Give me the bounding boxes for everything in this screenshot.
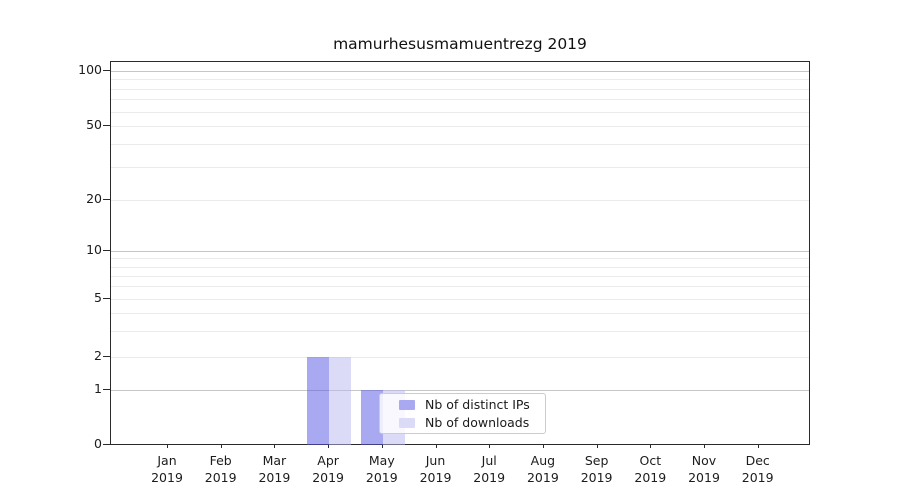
xtick-mark-jan — [167, 444, 168, 448]
legend-item-downloads: Nb of downloads — [399, 415, 545, 430]
xtick-label-jul: Jul 2019 — [457, 453, 521, 486]
xtick-label-jun: Jun 2019 — [404, 453, 468, 486]
xtick-month-aug: Aug — [530, 453, 556, 468]
ytick-label-0: 0 — [94, 436, 102, 451]
ytick-label-1: 1 — [94, 381, 102, 396]
xtick-label-oct: Oct 2019 — [618, 453, 682, 486]
xtick-month-mar: Mar — [262, 453, 287, 468]
gridline-y-50 — [111, 126, 809, 127]
xtick-month-feb: Feb — [209, 453, 232, 468]
gridline-y-3 — [111, 331, 809, 333]
xtick-year-feb: 2019 — [204, 469, 237, 485]
ytick-mark-0 — [103, 444, 110, 445]
ytick-mark-10 — [103, 250, 110, 251]
xtick-year-oct: 2019 — [634, 469, 667, 485]
ytick-label-2: 2 — [94, 348, 102, 363]
xtick-month-nov: Nov — [691, 453, 717, 468]
xtick-month-jan: Jan — [157, 453, 177, 468]
ytick-label-100: 100 — [78, 62, 102, 77]
xtick-mark-dec — [757, 444, 759, 448]
gridline-y-8 — [111, 266, 809, 268]
gridline-y-7 — [111, 275, 809, 277]
ytick-mark-100 — [103, 70, 110, 71]
xtick-month-jun: Jun — [425, 453, 446, 468]
ytick-label-50: 50 — [86, 117, 102, 132]
xtick-year-jun: 2019 — [419, 469, 452, 485]
xtick-mark-may — [381, 444, 383, 448]
xtick-label-aug: Aug 2019 — [511, 453, 575, 486]
xtick-label-may: May 2019 — [350, 453, 414, 486]
bar-distinct-ips-apr — [307, 357, 330, 445]
gridline-y-80 — [111, 88, 809, 90]
gridline-y-5 — [111, 299, 809, 300]
legend-label-distinct-ips: Nb of distinct IPs — [425, 397, 530, 412]
xtick-mark-feb — [220, 444, 222, 448]
xtick-mark-jul — [489, 444, 491, 448]
bar-downloads-apr — [329, 357, 351, 445]
xtick-label-dec: Dec 2019 — [726, 453, 790, 486]
xtick-year-apr: 2019 — [312, 469, 344, 485]
xtick-month-sep: Sep — [584, 453, 609, 468]
xtick-year-jan: 2019 — [151, 469, 183, 485]
gridline-y-40 — [111, 144, 809, 145]
bar-distinct-ips-may — [361, 390, 383, 445]
xtick-month-oct: Oct — [639, 453, 662, 468]
xtick-year-jul: 2019 — [473, 469, 506, 485]
xtick-year-aug: 2019 — [526, 469, 559, 485]
xtick-mark-oct — [650, 444, 652, 448]
xtick-year-may: 2019 — [365, 469, 398, 485]
gridline-y-10 — [111, 251, 809, 252]
xtick-month-dec: Dec — [745, 453, 770, 468]
xtick-mark-jun — [435, 444, 437, 448]
xtick-label-apr: Apr 2019 — [296, 453, 360, 486]
xtick-label-nov: Nov 2019 — [672, 453, 736, 486]
gridline-y-60 — [111, 111, 809, 113]
xtick-year-sep: 2019 — [580, 469, 613, 485]
gridline-y-70 — [111, 99, 809, 101]
gridline-y-4 — [111, 313, 809, 315]
chart-title: mamurhesusmamuentrezg 2019 — [333, 35, 587, 53]
ytick-mark-5 — [103, 298, 110, 299]
xtick-label-jan: Jan 2019 — [135, 453, 199, 486]
xtick-mark-mar — [274, 444, 276, 448]
legend-label-downloads: Nb of downloads — [425, 415, 530, 430]
plot-area: Nb of distinct IPs Nb of downloads — [110, 61, 810, 445]
legend-item-distinct-ips: Nb of distinct IPs — [399, 397, 545, 412]
xtick-month-jul: Jul — [481, 453, 497, 468]
gridline-y-9 — [111, 258, 809, 260]
ytick-label-20: 20 — [86, 191, 102, 206]
xtick-label-feb: Feb 2019 — [189, 453, 253, 486]
xtick-year-dec: 2019 — [741, 469, 774, 485]
ytick-mark-50 — [103, 125, 110, 126]
gridline-y-2 — [111, 357, 809, 358]
gridline-y-90 — [111, 79, 809, 81]
ytick-mark-20 — [103, 199, 110, 200]
ytick-label-5: 5 — [94, 290, 102, 305]
legend-swatch-downloads — [399, 417, 415, 428]
gridline-y-20 — [111, 200, 809, 201]
xtick-mark-apr — [328, 444, 330, 448]
ytick-label-10: 10 — [86, 242, 102, 257]
xtick-label-mar: Mar 2019 — [242, 453, 306, 486]
xtick-month-may: May — [368, 453, 395, 468]
ytick-mark-1 — [103, 389, 110, 390]
xtick-year-mar: 2019 — [258, 469, 291, 485]
xtick-label-sep: Sep 2019 — [565, 453, 629, 486]
xtick-mark-nov — [704, 444, 705, 448]
ytick-mark-2 — [103, 356, 110, 357]
legend: Nb of distinct IPs Nb of downloads — [379, 393, 546, 434]
legend-swatch-distinct-ips — [399, 399, 415, 410]
gridline-y-1 — [111, 390, 809, 391]
gridline-y-6 — [111, 286, 809, 288]
xtick-mark-sep — [596, 444, 598, 448]
xtick-month-apr: Apr — [317, 453, 339, 468]
xtick-mark-aug — [542, 444, 544, 448]
xtick-year-nov: 2019 — [688, 469, 720, 485]
gridline-y-100 — [111, 71, 809, 72]
gridline-y-30 — [111, 167, 809, 169]
